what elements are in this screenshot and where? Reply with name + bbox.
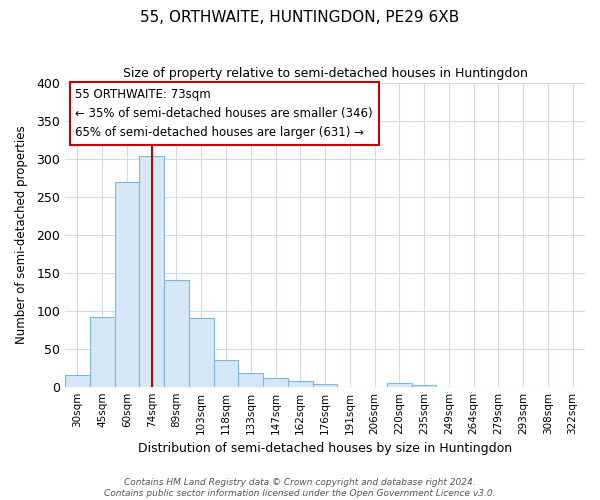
Bar <box>90 317 115 386</box>
Bar <box>164 280 189 386</box>
Bar <box>189 318 214 386</box>
X-axis label: Distribution of semi-detached houses by size in Huntingdon: Distribution of semi-detached houses by … <box>138 442 512 455</box>
Bar <box>214 360 238 386</box>
Bar <box>139 156 164 386</box>
Text: Contains HM Land Registry data © Crown copyright and database right 2024.
Contai: Contains HM Land Registry data © Crown c… <box>104 478 496 498</box>
Bar <box>65 376 90 386</box>
Bar <box>412 385 436 386</box>
Title: Size of property relative to semi-detached houses in Huntingdon: Size of property relative to semi-detach… <box>122 68 527 80</box>
Bar <box>115 182 139 386</box>
Bar <box>238 373 263 386</box>
Bar <box>313 384 337 386</box>
Text: 55, ORTHWAITE, HUNTINGDON, PE29 6XB: 55, ORTHWAITE, HUNTINGDON, PE29 6XB <box>140 10 460 25</box>
Bar <box>263 378 288 386</box>
Text: 55 ORTHWAITE: 73sqm
← 35% of semi-detached houses are smaller (346)
65% of semi-: 55 ORTHWAITE: 73sqm ← 35% of semi-detach… <box>76 88 373 138</box>
Y-axis label: Number of semi-detached properties: Number of semi-detached properties <box>15 126 28 344</box>
Bar <box>387 383 412 386</box>
Bar <box>288 380 313 386</box>
